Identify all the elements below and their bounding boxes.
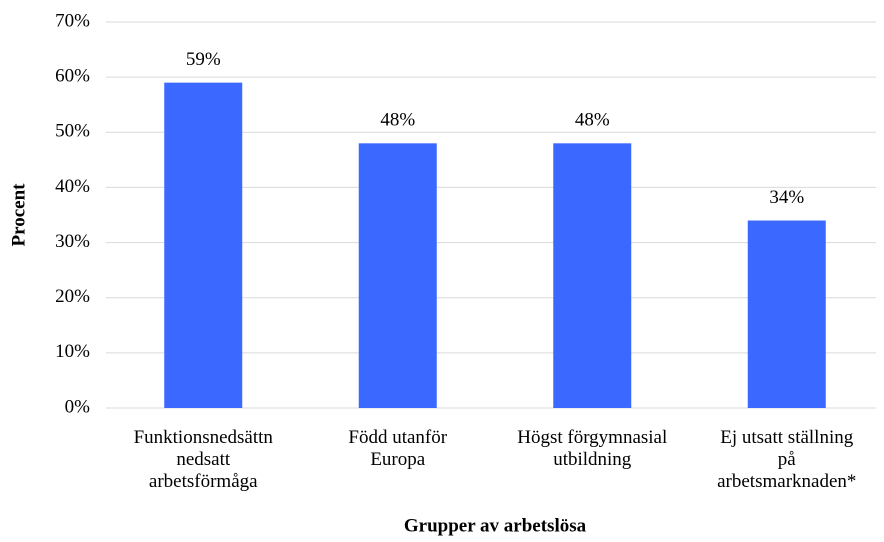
y-tick-label: 0% [65,396,91,417]
y-tick-label: 10% [55,341,90,362]
x-tick-label: Högst förgymnasial utbildning [517,427,668,470]
bar [747,220,826,408]
y-tick-label: 60% [55,66,90,87]
y-tick-label: 30% [55,231,90,252]
y-tick-label: 20% [55,286,90,307]
bar [164,82,243,409]
data-label: 48% [380,110,415,131]
y-tick-label: 70% [55,10,90,31]
bar [358,143,437,409]
data-label: 48% [575,110,610,131]
x-axis-label: Grupper av arbetslösa [404,515,587,536]
bar [553,143,632,409]
y-tick-label: 40% [55,176,90,197]
data-label: 59% [186,49,221,70]
x-tick-label: Född utanför Europa [348,427,448,470]
y-axis-label: Procent [8,183,29,247]
x-tick-label: Funktionsnedsättn nedsatt arbetsförmåga [133,427,273,492]
x-tick-label: Ej utsatt ställning på arbetsmarknaden* [717,427,857,492]
y-tick-label: 50% [55,121,90,142]
data-label: 34% [769,187,804,208]
